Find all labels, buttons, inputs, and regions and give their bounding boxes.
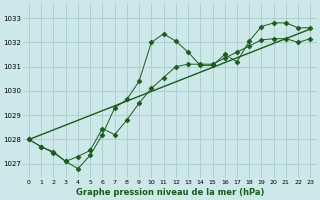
X-axis label: Graphe pression niveau de la mer (hPa): Graphe pression niveau de la mer (hPa) (76, 188, 264, 197)
